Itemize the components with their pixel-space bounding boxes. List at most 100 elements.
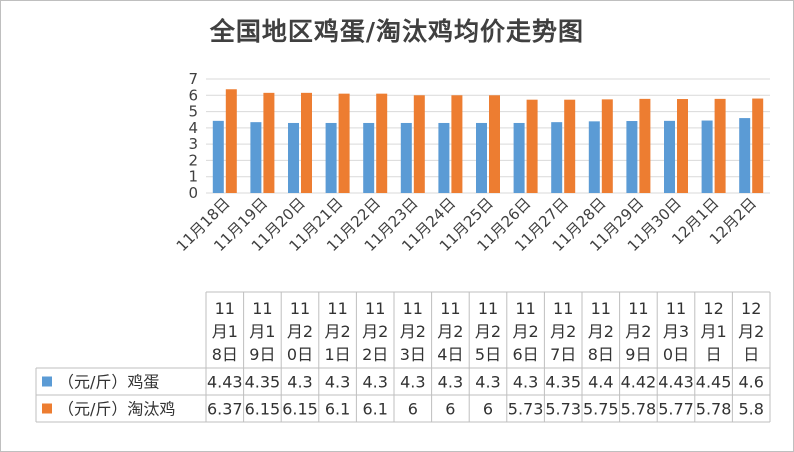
table-value: 5.78	[696, 400, 732, 419]
table-header-text: 月2	[588, 322, 614, 341]
table-header-text: 11	[666, 299, 686, 318]
table-value: 4.4	[588, 373, 613, 392]
bar-egg	[288, 122, 299, 193]
table-value: 6.15	[245, 400, 281, 419]
table-value: 4.3	[287, 373, 312, 392]
table-value: 4.3	[362, 373, 387, 392]
table-header-text: 月2	[362, 322, 388, 341]
bar-egg	[739, 118, 751, 193]
y-tick-label: 7	[188, 70, 198, 88]
bar-hen	[526, 99, 538, 193]
table-header-text: 11	[553, 299, 573, 318]
table-value: 5.73	[545, 400, 581, 419]
table-header-text: 月2	[513, 322, 539, 341]
table-value: 4.3	[438, 373, 463, 392]
bar-hen	[677, 99, 688, 193]
bar-egg	[363, 122, 375, 193]
bar-hen	[714, 98, 726, 193]
table-value: 4.35	[245, 373, 281, 392]
table-header-text: 月2	[325, 322, 351, 341]
y-tick-label: 6	[188, 86, 198, 104]
table-header-text: 7日	[550, 345, 576, 364]
bar-egg	[400, 122, 412, 193]
legend-label: （元/斤）鸡蛋	[58, 373, 159, 392]
table-header-text: 8日	[212, 345, 238, 364]
y-tick-label: 5	[188, 103, 198, 121]
bar-hen	[413, 95, 425, 193]
table-header-text: 3日	[400, 345, 426, 364]
bar-hen	[601, 99, 613, 193]
table-value: 4.3	[475, 373, 500, 392]
table-header-text: 0日	[287, 345, 313, 364]
table-header-text: 1日	[325, 345, 351, 364]
bar-hen	[376, 93, 388, 193]
bar-hen	[338, 93, 350, 193]
table-header-text: 6日	[513, 345, 539, 364]
table-header-text: 月2	[437, 322, 463, 341]
legend-swatch-egg	[42, 376, 52, 387]
table-header-text: 11	[591, 299, 611, 318]
table-value: 5.77	[658, 400, 694, 419]
bar-egg	[588, 121, 600, 193]
table-header-text: 月2	[400, 322, 426, 341]
table-header-text: 11	[515, 299, 535, 318]
table-header-text: 月1	[212, 322, 238, 341]
y-tick-label: 4	[188, 119, 198, 137]
bar-egg	[551, 122, 563, 193]
table-value: 4.3	[513, 373, 538, 392]
table-value: 6	[483, 400, 493, 419]
table-header-text: 月2	[625, 322, 651, 341]
bar-egg	[250, 122, 262, 193]
table-header-text: 11	[628, 299, 648, 318]
table-header-text: 0日	[663, 345, 689, 364]
bar-hen	[263, 92, 275, 193]
bar-egg	[664, 120, 675, 193]
bar-egg	[438, 122, 450, 193]
table-header-text: 月1	[701, 322, 727, 341]
table-header-text: 11	[252, 299, 272, 318]
table-header-text: 月2	[287, 322, 313, 341]
table-header-text: 9日	[249, 345, 275, 364]
bar-egg	[626, 121, 638, 193]
table-value: 5.73	[508, 400, 544, 419]
bar-hen	[489, 95, 500, 193]
table-header-text: 9日	[625, 345, 651, 364]
table-header-text: 11	[290, 299, 310, 318]
bar-hen	[752, 98, 764, 193]
table-value: 4.3	[325, 373, 350, 392]
table-header-text: 月2	[475, 322, 501, 341]
table-header-text: 5日	[475, 345, 501, 364]
table-header-text: 11	[478, 299, 498, 318]
bar-egg	[701, 120, 713, 193]
bar-egg	[212, 120, 224, 193]
table-value: 6.37	[207, 400, 243, 419]
bar-hen	[451, 95, 463, 193]
table-header-text: 11	[403, 299, 423, 318]
table-value: 6	[408, 400, 418, 419]
chart-title: 全国地区鸡蛋/淘汰鸡均价走势图	[209, 17, 585, 46]
table-value: 5.75	[583, 400, 619, 419]
table-value: 6	[445, 400, 455, 419]
table-value: 4.3	[400, 373, 425, 392]
table-header-text: 日	[743, 345, 759, 364]
bar-egg	[476, 122, 487, 193]
bar-egg	[325, 122, 337, 193]
table-header-text: 日	[706, 345, 722, 364]
table-header-text: 8日	[588, 345, 614, 364]
table-value: 4.45	[696, 373, 732, 392]
table-value: 6.1	[325, 400, 350, 419]
bar-egg	[513, 122, 525, 193]
table-value: 6.15	[282, 400, 318, 419]
table-header-text: 2日	[362, 345, 388, 364]
table-header-text: 12	[703, 299, 723, 318]
table-value: 4.42	[621, 373, 657, 392]
table-value: 6.1	[362, 400, 387, 419]
y-tick-label: 1	[188, 168, 198, 186]
bar-hen	[639, 98, 651, 193]
table-header-text: 月1	[249, 322, 275, 341]
y-tick-label: 2	[188, 151, 198, 169]
table-header-text: 月2	[550, 322, 576, 341]
table-header-text: 月2	[738, 322, 764, 341]
table-value: 4.35	[545, 373, 581, 392]
